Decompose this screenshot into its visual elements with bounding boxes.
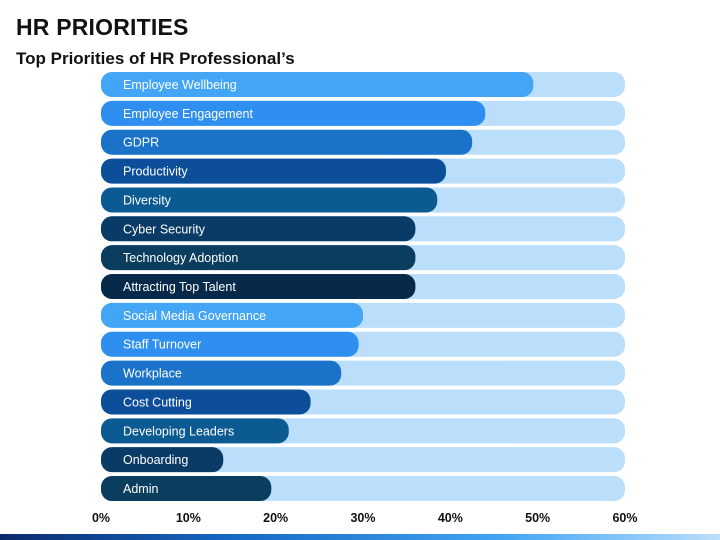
bar-category-label: Productivity — [123, 165, 188, 179]
bar-category-label: Attracting Top Talent — [123, 280, 236, 294]
bar-track — [101, 447, 625, 473]
chart-subtitle: Top Priorities of HR Professional’s — [16, 49, 295, 68]
x-tick-label: 0% — [92, 511, 110, 525]
bar-category-label: Technology Adoption — [123, 251, 238, 265]
bottom-decorative-bar — [0, 534, 720, 540]
bar — [101, 187, 438, 213]
x-tick-label: 10% — [176, 511, 201, 525]
bar — [101, 476, 272, 502]
bar-category-label: Workplace — [123, 367, 182, 381]
bar — [101, 331, 359, 357]
bar — [101, 245, 416, 271]
page-title: HR PRIORITIES — [16, 14, 189, 40]
bar-category-label: Onboarding — [123, 453, 188, 467]
bar — [101, 72, 534, 97]
bar — [101, 360, 342, 386]
bar — [101, 129, 473, 155]
bar-category-label: Developing Leaders — [123, 424, 234, 438]
bar-category-label: GDPR — [123, 136, 159, 150]
bar-category-label: Diversity — [123, 193, 172, 207]
bar — [101, 418, 289, 444]
x-tick-label: 30% — [350, 511, 375, 525]
bar-category-label: Social Media Governance — [123, 309, 266, 323]
x-tick-label: 20% — [263, 511, 288, 525]
bar-category-label: Employee Engagement — [123, 107, 253, 121]
bar — [101, 100, 486, 126]
bar-category-label: Admin — [123, 482, 158, 496]
bar — [101, 302, 363, 328]
bar — [101, 447, 224, 473]
x-tick-label: 40% — [438, 511, 463, 525]
bar — [101, 158, 446, 184]
bar-category-label: Staff Turnover — [123, 338, 201, 352]
bar-category-label: Cost Cutting — [123, 395, 192, 409]
bar-category-label: Employee Wellbeing — [123, 78, 237, 92]
bar-category-label: Cyber Security — [123, 222, 206, 236]
bar — [101, 274, 416, 300]
bar — [101, 216, 416, 242]
x-tick-label: 50% — [525, 511, 550, 525]
x-tick-label: 60% — [612, 511, 637, 525]
bar — [101, 389, 311, 415]
